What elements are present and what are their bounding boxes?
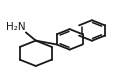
Text: H₂N: H₂N [6,22,25,32]
